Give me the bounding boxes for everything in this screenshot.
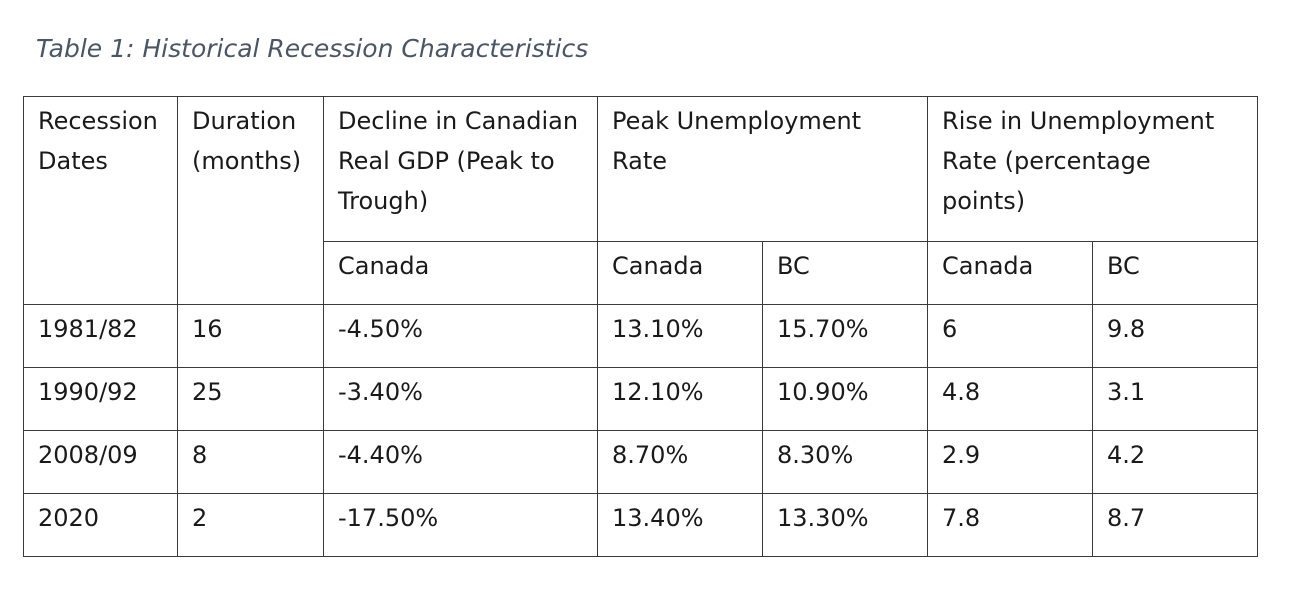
- header-gdp-decline: Decline in Canadian Real GDP (Peak to Tr…: [323, 96, 598, 242]
- cell-rise-canada: 4.8: [927, 367, 1094, 431]
- cell-rise-bc: 9.8: [1092, 304, 1259, 368]
- subheader-gdp-canada: Canada: [323, 241, 598, 305]
- cell-recession-dates: 2008/09: [23, 430, 178, 494]
- cell-rise-canada: 2.9: [927, 430, 1094, 494]
- cell-peak-canada: 13.40%: [597, 493, 763, 557]
- cell-rise-bc: 3.1: [1092, 367, 1259, 431]
- cell-peak-canada: 8.70%: [597, 430, 763, 494]
- cell-gdp-decline: -4.40%: [323, 430, 598, 494]
- subheader-peak-bc: BC: [761, 241, 929, 305]
- header-recession-dates: Recession Dates: [23, 96, 178, 305]
- cell-gdp-decline: -4.50%: [323, 304, 598, 368]
- subheader-rise-canada: Canada: [927, 241, 1094, 305]
- cell-gdp-decline: -17.50%: [323, 493, 598, 557]
- cell-peak-bc: 8.30%: [761, 430, 929, 494]
- cell-rise-bc: 8.7: [1092, 493, 1259, 557]
- cell-gdp-decline: -3.40%: [323, 367, 598, 431]
- cell-peak-canada: 13.10%: [597, 304, 763, 368]
- cell-duration: 2: [177, 493, 324, 557]
- table-row: 1981/82 16 -4.50% 13.10% 15.70% 6 9.8: [23, 304, 1259, 368]
- header-rise-unemployment: Rise in Unemployment Rate (percentage po…: [927, 96, 1259, 242]
- table-row: 2020 2 -17.50% 13.40% 13.30% 7.8 8.7: [23, 493, 1259, 557]
- cell-duration: 8: [177, 430, 324, 494]
- header-row: Recession Dates Duration (months) Declin…: [23, 96, 1259, 305]
- subheader-rise-bc: BC: [1092, 241, 1259, 305]
- cell-rise-bc: 4.2: [1092, 430, 1259, 494]
- header-duration: Duration (months): [177, 96, 324, 305]
- cell-peak-bc: 10.90%: [761, 367, 929, 431]
- cell-rise-canada: 7.8: [927, 493, 1094, 557]
- cell-duration: 25: [177, 367, 324, 431]
- table-row: 1990/92 25 -3.40% 12.10% 10.90% 4.8 3.1: [23, 367, 1259, 431]
- cell-recession-dates: 2020: [23, 493, 178, 557]
- table-row: 2008/09 8 -4.40% 8.70% 8.30% 2.9 4.2: [23, 430, 1259, 494]
- header-peak-unemployment: Peak Unemployment Rate: [596, 96, 929, 242]
- cell-peak-bc: 13.30%: [761, 493, 929, 557]
- cell-peak-canada: 12.10%: [597, 367, 763, 431]
- recession-table: Recession Dates Duration (months) Declin…: [23, 96, 1259, 557]
- cell-rise-canada: 6: [927, 304, 1094, 368]
- cell-recession-dates: 1990/92: [23, 367, 178, 431]
- cell-duration: 16: [177, 304, 324, 368]
- cell-recession-dates: 1981/82: [23, 304, 178, 368]
- table-caption: Table 1: Historical Recession Characteri…: [36, 34, 589, 63]
- cell-peak-bc: 15.70%: [761, 304, 929, 368]
- subheader-peak-canada: Canada: [597, 241, 763, 305]
